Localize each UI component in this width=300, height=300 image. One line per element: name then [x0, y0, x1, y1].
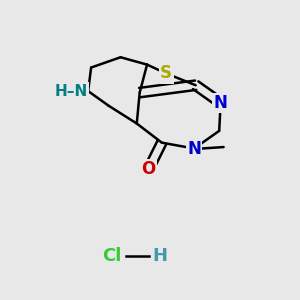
Text: H: H [153, 247, 168, 265]
Text: N: N [214, 94, 228, 112]
Text: N: N [187, 140, 201, 158]
Text: H–N: H–N [55, 84, 88, 99]
Text: S: S [160, 64, 172, 82]
Text: O: O [141, 160, 156, 178]
Text: Cl: Cl [102, 247, 122, 265]
